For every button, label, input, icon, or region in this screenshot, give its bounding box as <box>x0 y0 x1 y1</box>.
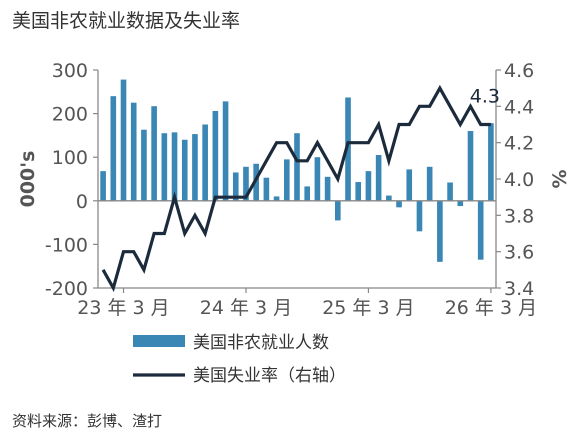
right-tick-label: 4.4 <box>504 96 534 118</box>
left-tick-label: 0 <box>76 191 88 213</box>
bar-series <box>100 79 494 262</box>
chart-title: 美国非农就业数据及失业率 <box>12 10 241 32</box>
bar-2023-02 <box>110 96 117 201</box>
legend-bar-swatch <box>133 335 185 347</box>
bar-2024-06 <box>273 196 280 201</box>
bar-2024-11 <box>324 176 331 201</box>
bar-2025-10 <box>437 200 443 262</box>
bar-2026-02 <box>477 200 484 260</box>
bar-2025-09 <box>426 166 433 201</box>
right-tick-label: 3.8 <box>504 205 534 227</box>
bar-2024-12 <box>335 200 341 221</box>
bar-2024-08 <box>294 133 300 201</box>
bar-2023-10 <box>192 134 198 201</box>
bar-2023-01 <box>100 171 106 201</box>
legend: 美国非农就业人数 美国失业率（右轴） <box>133 333 346 386</box>
bar-2025-12 <box>457 200 464 207</box>
bar-2023-08 <box>171 132 178 201</box>
bar-2023-03 <box>120 79 127 201</box>
legend-line-label: 美国失业率（右轴） <box>193 366 346 386</box>
left-axis-title: 000's <box>17 151 39 208</box>
bar-2025-04 <box>375 155 382 201</box>
bar-2024-01 <box>222 101 229 201</box>
bar-2024-02 <box>232 172 239 201</box>
right-tick-label: 3.4 <box>504 278 534 300</box>
right-tick-label: 4.6 <box>504 60 534 82</box>
bar-2023-06 <box>151 106 157 201</box>
left-tick-label: 200 <box>52 104 88 126</box>
bar-2024-10 <box>314 157 321 201</box>
bar-2026-03 <box>488 123 494 201</box>
bar-2025-03 <box>365 171 372 201</box>
bar-2023-09 <box>181 139 188 201</box>
x-tick-label: 26 年 3 月 <box>445 297 537 319</box>
bar-2024-09 <box>304 186 311 201</box>
right-axis-title: % <box>549 169 571 188</box>
bar-2025-06 <box>396 200 402 208</box>
bar-2023-11 <box>202 124 208 201</box>
x-tick-label: 25 年 3 月 <box>322 297 414 319</box>
right-tick-label: 4.2 <box>504 133 534 155</box>
x-tick-label: 23 年 3 月 <box>77 297 169 319</box>
bar-2025-05 <box>386 195 392 201</box>
bar-2025-01 <box>345 97 351 201</box>
left-tick-label: 100 <box>52 147 88 169</box>
bar-2025-08 <box>416 200 423 232</box>
bar-2023-12 <box>212 110 219 201</box>
bar-2025-07 <box>406 169 413 201</box>
source-note: 资料来源：彭博、渣打 <box>12 412 163 430</box>
left-tick-label: -200 <box>45 278 88 300</box>
bar-2024-03 <box>243 166 249 201</box>
x-tick-label: 24 年 3 月 <box>200 297 292 319</box>
tick-labels: -200 -100 0 100 200 300 3.4 3.6 3.8 4.0 4.2 4.4 4.6 2… <box>45 60 537 319</box>
right-tick-label: 3.6 <box>504 242 534 264</box>
unemployment-line <box>101 84 491 293</box>
bar-2023-07 <box>161 133 168 201</box>
bar-2023-05 <box>141 129 147 201</box>
right-tick-label: 4.0 <box>504 169 534 191</box>
last-value-annotation: 4.3 <box>470 86 500 108</box>
bar-2024-05 <box>263 177 270 201</box>
bar-2024-07 <box>283 159 290 201</box>
bar-2025-11 <box>447 182 453 201</box>
bar-2023-04 <box>130 102 137 201</box>
bar-2026-01 <box>467 131 474 201</box>
legend-bar-label: 美国非农就业人数 <box>193 333 329 353</box>
left-tick-label: -100 <box>45 234 88 256</box>
bar-2025-02 <box>355 182 362 201</box>
left-tick-label: 300 <box>52 60 88 82</box>
